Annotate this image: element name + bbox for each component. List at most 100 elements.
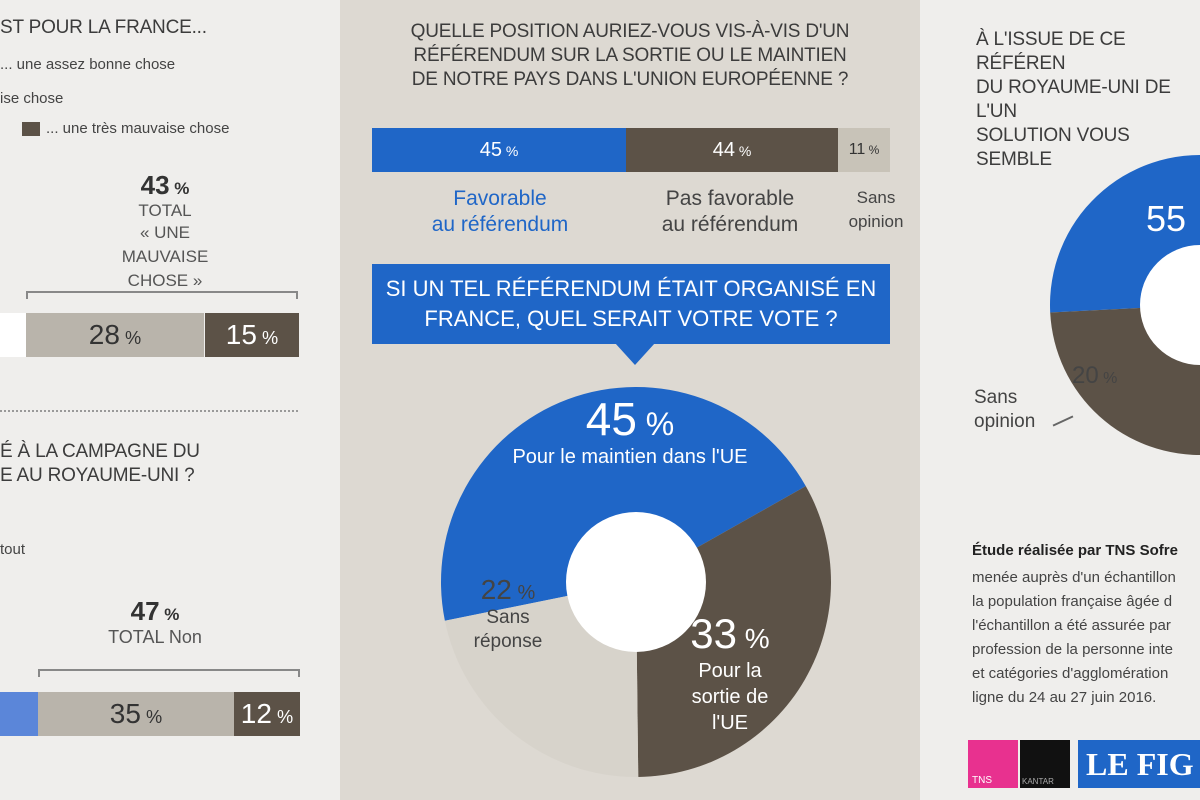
caption-favorable-line-1: Favorable bbox=[453, 187, 547, 210]
caption-favorable-line-2: au référendum bbox=[431, 213, 569, 236]
right-donut-caption-20: Sans opinion bbox=[974, 387, 1036, 432]
left-divider bbox=[0, 410, 298, 412]
right-donut bbox=[1050, 155, 1200, 455]
center-question-line-3: DE NOTRE PAYS DANS L'UNION EUROPÉENNE ? bbox=[411, 69, 849, 90]
left-top-bar-label-1: 28 % bbox=[89, 319, 141, 351]
source-title: Étude réalisée par TNS Sofre bbox=[972, 542, 1178, 559]
pct-sign: % bbox=[164, 605, 180, 624]
source-line-3: l'échantillon a été assurée par bbox=[972, 617, 1171, 634]
donut-value-sans-reponse: 22 % bbox=[458, 574, 558, 606]
donut-value-sortie: 33 % bbox=[640, 610, 820, 658]
left-bottom-bar-label-2: 12 % bbox=[241, 698, 293, 730]
pct-sign: % bbox=[174, 179, 190, 198]
right-title-line-3: SOLUTION VOUS SEMBLE bbox=[976, 125, 1130, 170]
caption-no-opinion: Sans opinion bbox=[836, 186, 916, 234]
donut-label-sortie: 33 % Pour la sortie de l'UE bbox=[640, 610, 820, 736]
left-bottom-bar-blue bbox=[0, 692, 38, 736]
right-donut-number-20: 20 bbox=[1072, 362, 1099, 389]
source-body: menée auprès d'un échantillon la populat… bbox=[972, 566, 1176, 710]
left-top-bar-white bbox=[0, 313, 26, 357]
left-top-total-value: 43 % bbox=[100, 170, 230, 201]
center-bar-no-opinion: 11 % bbox=[838, 128, 890, 172]
left-top-total-label: TOTAL bbox=[138, 201, 192, 220]
donut-slice-maintien bbox=[440, 386, 806, 621]
pct-sign: % bbox=[645, 406, 675, 442]
donut-number-sans-reponse: 22 bbox=[480, 574, 512, 605]
right-title: À L'ISSUE DE CE RÉFÉREN DU ROYAUME-UNI D… bbox=[976, 28, 1200, 172]
pct-sign: % bbox=[517, 582, 536, 604]
center-question: QUELLE POSITION AURIEZ-VOUS VIS-À-VIS D'… bbox=[340, 20, 920, 92]
pct-sign: % bbox=[868, 143, 880, 157]
caption-favorable: Favorable au référendum bbox=[400, 186, 600, 238]
source-line-2: la population française âgée d bbox=[972, 593, 1173, 610]
left-top-total: 43 % TOTAL « UNE MAUVAISE CHOSE » bbox=[100, 170, 230, 293]
caption-unfavorable: Pas favorable au référendum bbox=[640, 186, 820, 238]
left-top-bar-segment-1: 28 % bbox=[26, 313, 204, 357]
legend-very-bad: ... une très mauvaise chose bbox=[22, 120, 229, 137]
source-line-5: et catégories d'agglomération bbox=[972, 665, 1169, 682]
pct-sign: % bbox=[277, 707, 294, 727]
source-line-6: ligne du 24 au 27 juin 2016. bbox=[972, 689, 1157, 706]
center-question-line-1: QUELLE POSITION AURIEZ-VOUS VIS-À-VIS D'… bbox=[410, 21, 850, 42]
vote-question-callout: SI UN TEL RÉFÉRENDUM ÉTAIT ORGANISÉ EN F… bbox=[372, 264, 890, 344]
left-bottom-bar-label-1: 35 % bbox=[110, 698, 162, 730]
left-bottom-title: É À LA CAMPAGNE DU E AU ROYAUME-UNI ? bbox=[0, 440, 200, 488]
legend-swatch bbox=[22, 122, 40, 137]
callout-pointer bbox=[615, 343, 655, 365]
pct-sign: % bbox=[1103, 370, 1118, 387]
caption-no-opinion-line-2: opinion bbox=[848, 212, 904, 231]
center-bar-favorable-label: 45 % bbox=[480, 139, 519, 162]
donut-label-sans-reponse: 22 % Sans réponse bbox=[458, 574, 558, 654]
center-question-line-2: RÉFÉRENDUM SUR LA SORTIE OU LE MAINTIEN bbox=[413, 45, 847, 66]
left-top-title: ST POUR LA FRANCE... bbox=[0, 17, 207, 38]
center-bar-favorable-value: 45 bbox=[479, 138, 502, 161]
donut-caption-sortie: Pour la sortie de l'UE bbox=[691, 660, 769, 734]
center-bar-favorable: 45 % bbox=[372, 128, 626, 172]
left-top-bar-segment-2: 15 % bbox=[205, 313, 299, 357]
legend-fair-good: ... une assez bonne chose bbox=[0, 56, 175, 73]
left-top-total-number: 43 bbox=[140, 170, 170, 200]
left-top-bar-value-1: 28 bbox=[88, 319, 120, 350]
center-bar-unfavorable: 44 % bbox=[626, 128, 838, 172]
left-top-bar-value-2: 15 bbox=[225, 319, 257, 350]
legend-very-bad-label: ... une très mauvaise chose bbox=[46, 120, 230, 137]
donut-caption-maintien: Pour le maintien dans l'UE bbox=[512, 446, 748, 468]
left-bottom-total: 47 % TOTAL Non bbox=[90, 596, 220, 648]
callout-line-1: SI UN TEL RÉFÉRENDUM ÉTAIT ORGANISÉ EN bbox=[385, 276, 877, 301]
caption-no-opinion-line-1: Sans bbox=[856, 188, 896, 207]
kantar-logo: KANTAR bbox=[1020, 740, 1070, 788]
donut-caption-sans-reponse: Sans réponse bbox=[473, 607, 543, 652]
source-line-4: profession de la personne inte bbox=[972, 641, 1173, 658]
pct-sign: % bbox=[738, 142, 752, 159]
center-bar-no-opinion-label: 11 % bbox=[849, 141, 880, 159]
pct-sign: % bbox=[505, 142, 519, 159]
right-title-line-1: À L'ISSUE DE CE RÉFÉREN bbox=[976, 29, 1126, 74]
tns-logo-text: TNS bbox=[972, 775, 992, 786]
left-bottom-bar-value-1: 35 bbox=[109, 698, 141, 729]
pct-sign: % bbox=[262, 328, 279, 348]
left-bottom-bar-value-2: 12 bbox=[240, 698, 272, 729]
figaro-logo-text: LE FIG bbox=[1086, 746, 1194, 782]
donut-number-sortie: 33 bbox=[690, 610, 738, 657]
left-bottom-title-line-1: É À LA CAMPAGNE DU bbox=[0, 441, 200, 462]
legend-bad: ise chose bbox=[0, 90, 63, 107]
left-top-total-sublabel: « UNE MAUVAISE CHOSE » bbox=[121, 223, 209, 290]
pct-sign: % bbox=[125, 328, 142, 348]
left-bottom-total-number: 47 bbox=[130, 596, 160, 626]
left-bottom-bar-segment-1: 35 % bbox=[38, 692, 234, 736]
center-bar-unfavorable-label: 44 % bbox=[713, 139, 752, 162]
donut-label-maintien: 45 % Pour le maintien dans l'UE bbox=[460, 392, 800, 469]
callout-pointer-shape bbox=[615, 343, 655, 365]
right-title-line-2: DU ROYAUME-UNI DE L'UN bbox=[976, 77, 1171, 122]
legend-fair-good-label: ... une assez bonne chose bbox=[0, 56, 176, 73]
center-panel: QUELLE POSITION AURIEZ-VOUS VIS-À-VIS D'… bbox=[340, 0, 920, 800]
vote-donut bbox=[440, 386, 831, 777]
center-bar-unfavorable-value: 44 bbox=[712, 138, 735, 161]
left-top-bar-label-2: 15 % bbox=[226, 319, 278, 351]
kantar-logo-text: KANTAR bbox=[1022, 777, 1054, 786]
center-bar-no-opinion-value: 11 bbox=[848, 141, 866, 158]
right-donut-label-55: 55 bbox=[1146, 198, 1187, 239]
total-bracket bbox=[26, 291, 298, 299]
le-figaro-logo: LE FIG bbox=[1078, 740, 1200, 788]
pct-sign: % bbox=[146, 707, 163, 727]
